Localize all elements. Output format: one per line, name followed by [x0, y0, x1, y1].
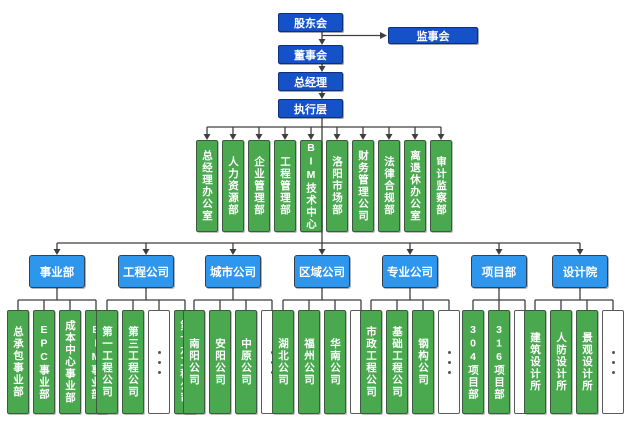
ellipsis-box [148, 310, 170, 414]
sub-box-anyang: 安阳公司 [209, 310, 231, 414]
dept-box-hr: 人力资源部 [222, 140, 244, 232]
org-node-supervisory-board: 监事会 [388, 27, 478, 44]
group-label: 城市公司 [210, 266, 256, 279]
ellipsis-icon [157, 360, 161, 364]
ellipsis-icon [447, 360, 451, 364]
group-box-project-dept: 项目部 [471, 255, 527, 288]
node-label: 执行层 [294, 103, 327, 116]
sub-label: 华南公司 [329, 338, 341, 386]
sub-box-fuzhou: 福州公司 [298, 310, 320, 414]
group-box-regional-company: 区域公司 [294, 255, 350, 288]
sub-box-hubei: 湖北公司 [272, 310, 294, 414]
dept-label: 总经理办公室 [201, 150, 213, 222]
sub-label: 中原公司 [240, 338, 252, 386]
sub-label: 人防设计所 [555, 332, 567, 392]
group-label: 设计院 [562, 266, 598, 279]
sub-box-cost-center: 成本中心事业部 [59, 310, 81, 414]
sub-label: 福州公司 [303, 338, 315, 386]
group-label: 区域公司 [299, 266, 345, 279]
dept-label: 洛阳市场部 [331, 156, 343, 216]
sub-box-huanan: 华南公司 [324, 310, 346, 414]
sub-label: 钢构公司 [417, 338, 429, 386]
sub-box-zhongyuan: 中原公司 [235, 310, 257, 414]
sub-label: 316项目部 [493, 323, 505, 401]
sub-box-civil-defense-design: 人防设计所 [550, 310, 572, 414]
dept-label: BIM技术中心 [305, 141, 317, 231]
dept-box-retirement-office: 离退休办公室 [404, 140, 426, 232]
sub-box-project-304: 304项目部 [462, 310, 484, 414]
group-label: 事业部 [39, 266, 75, 279]
sub-label: 304项目部 [467, 323, 479, 401]
sub-label: EPC事业部 [38, 323, 50, 401]
org-node-general-manager: 总经理 [278, 72, 343, 91]
sub-box-municipal-engineering: 市政工程公司 [360, 310, 382, 414]
group-box-engineering-company: 工程公司 [118, 255, 174, 288]
dept-label: 工程管理部 [279, 156, 291, 216]
dept-label: 法律合规部 [383, 156, 395, 216]
ellipsis-box [438, 310, 460, 414]
sub-label: 市政工程公司 [365, 326, 377, 398]
org-node-shareholders-meeting: 股东会 [278, 13, 343, 32]
node-label: 监事会 [416, 30, 450, 43]
node-label: 董事会 [294, 49, 327, 62]
node-label: 股东会 [294, 17, 327, 30]
sub-label: 湖北公司 [277, 338, 289, 386]
dept-box-audit: 审计监察部 [430, 140, 452, 232]
sub-label: 南阳公司 [188, 338, 200, 386]
sub-box-nanyang: 南阳公司 [183, 310, 205, 414]
group-box-city-company: 城市公司 [205, 255, 261, 288]
ellipsis-icon [611, 360, 615, 364]
dept-box-enterprise-mgmt: 企业管理部 [248, 140, 270, 232]
sub-label: 景观设计所 [581, 332, 593, 392]
dept-label: 财务管理公司 [357, 150, 369, 222]
group-box-specialized-company: 专业公司 [382, 255, 438, 288]
sub-box-engineering-3: 第三工程公司 [122, 310, 144, 414]
dept-label: 企业管理部 [253, 156, 265, 216]
sub-label: 第一工程公司 [101, 326, 113, 398]
group-label: 专业公司 [387, 266, 433, 279]
dept-box-bim-center: BIM技术中心 [300, 140, 322, 232]
dept-label: 审计监察部 [435, 156, 447, 216]
ellipsis-box [602, 310, 624, 414]
sub-label: 安阳公司 [214, 338, 226, 386]
sub-box-project-316: 316项目部 [488, 310, 510, 414]
group-label: 工程公司 [123, 266, 169, 279]
sub-box-epc: EPC事业部 [33, 310, 55, 414]
sub-label: 成本中心事业部 [64, 320, 76, 404]
group-box-design-institute: 设计院 [552, 255, 608, 288]
sub-label: 总承包事业部 [12, 326, 24, 398]
dept-box-gm-office: 总经理办公室 [196, 140, 218, 232]
dept-label: 人力资源部 [227, 156, 239, 216]
group-box-business-division: 事业部 [29, 255, 85, 288]
org-node-executive-layer: 执行层 [278, 99, 343, 118]
dept-box-legal-compliance: 法律合规部 [378, 140, 400, 232]
sub-box-landscape-design: 景观设计所 [576, 310, 598, 414]
sub-box-steel-structure: 钢构公司 [412, 310, 434, 414]
sub-label: 建筑设计所 [529, 332, 541, 392]
sub-label: 基础工程公司 [391, 326, 403, 398]
sub-label: 第三工程公司 [127, 326, 139, 398]
dept-label: 离退休办公室 [409, 150, 421, 222]
group-label: 项目部 [481, 266, 517, 279]
sub-box-foundation-engineering: 基础工程公司 [386, 310, 408, 414]
dept-box-engineering-mgmt: 工程管理部 [274, 140, 296, 232]
dept-box-luoyang-market: 洛阳市场部 [326, 140, 348, 232]
sub-box-general-contracting: 总承包事业部 [7, 310, 29, 414]
dept-box-finance: 财务管理公司 [352, 140, 374, 232]
sub-box-architectural-design: 建筑设计所 [524, 310, 546, 414]
node-label: 总经理 [294, 76, 327, 89]
org-node-board-of-directors: 董事会 [278, 45, 343, 64]
sub-box-engineering-1: 第一工程公司 [96, 310, 118, 414]
